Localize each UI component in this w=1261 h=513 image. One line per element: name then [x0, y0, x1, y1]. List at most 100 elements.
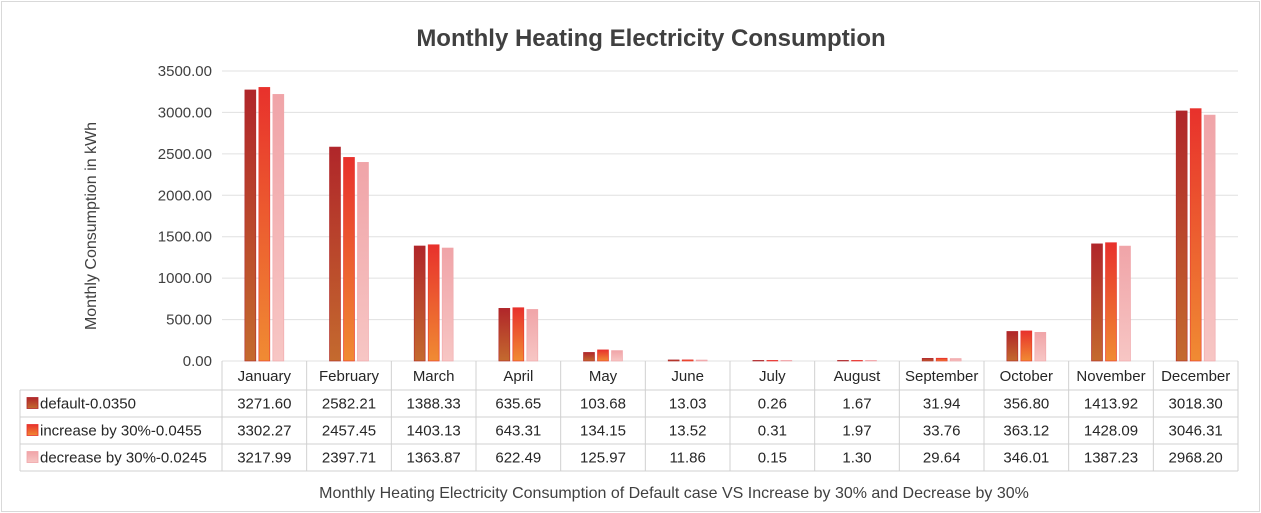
bar-july-series-2 — [766, 360, 779, 362]
data-label: 0.31 — [758, 423, 787, 440]
data-label: 33.76 — [923, 423, 961, 440]
data-label: 622.49 — [495, 450, 541, 467]
legend-swatch — [26, 424, 39, 436]
bar-may-series-1 — [583, 352, 595, 362]
data-label: 125.97 — [580, 450, 626, 467]
legend-label: increase by 30%-0.0455 — [40, 423, 202, 440]
data-label: 1387.23 — [1084, 450, 1138, 467]
data-label: 2968.20 — [1169, 450, 1223, 467]
data-label: 3046.31 — [1169, 423, 1223, 440]
bar-december-series-2 — [1189, 108, 1202, 362]
bar-october-series-1 — [1006, 331, 1019, 362]
data-label: 13.03 — [669, 396, 707, 413]
data-label: 3018.30 — [1169, 396, 1223, 413]
bar-july-series-1 — [752, 360, 765, 362]
data-label: 11.86 — [669, 450, 705, 467]
data-label: 1.67 — [842, 396, 871, 413]
bar-june-series-2 — [681, 359, 694, 362]
category-label: March — [413, 368, 455, 385]
bar-march-series-1 — [413, 245, 426, 362]
data-label: 1403.13 — [407, 423, 461, 440]
category-label: August — [834, 368, 882, 385]
data-label: 3302.27 — [237, 423, 291, 440]
data-label: 1428.09 — [1084, 423, 1138, 440]
y-tick-label: 3500.00 — [158, 63, 212, 80]
bar-april-series-3 — [526, 309, 539, 362]
bar-october-series-3 — [1034, 332, 1047, 362]
bar-january-series-2 — [258, 87, 271, 362]
bar-october-series-2 — [1020, 330, 1033, 362]
y-tick-label: 0.00 — [183, 353, 212, 370]
data-label: 2457.45 — [322, 423, 376, 440]
legend-label: default-0.0350 — [40, 396, 136, 413]
data-label: 0.26 — [758, 396, 787, 413]
bar-may-series-2 — [597, 349, 609, 362]
data-label: 31.94 — [923, 396, 961, 413]
data-label: 2397.71 — [322, 450, 376, 467]
category-label: April — [503, 368, 533, 385]
data-table: January February March April May June July Augu… — [19, 361, 1239, 472]
y-tick-label: 500.00 — [166, 312, 212, 329]
bar-september-series-3 — [949, 358, 962, 362]
x-axis-label: Monthly Heating Electricity Consumption … — [319, 485, 1029, 502]
category-label: September — [905, 368, 978, 385]
data-label: 29.64 — [923, 450, 961, 467]
bar-november-series-3 — [1119, 245, 1131, 362]
data-label: 635.65 — [495, 396, 541, 413]
data-label: 346.01 — [1003, 450, 1049, 467]
data-label: 1388.33 — [407, 396, 461, 413]
bar-november-series-1 — [1091, 243, 1103, 362]
data-label: 134.15 — [580, 423, 626, 440]
legend-label: decrease by 30%-0.0245 — [40, 450, 207, 467]
data-label: 1.97 — [842, 423, 871, 440]
chart-title: Monthly Heating Electricity Consumption — [416, 25, 885, 52]
bar-january-series-1 — [244, 89, 257, 362]
y-tick-label: 1000.00 — [158, 270, 212, 287]
data-label: 643.31 — [495, 423, 541, 440]
bar-august-series-3 — [865, 360, 877, 362]
data-label: 1363.87 — [407, 450, 461, 467]
bar-september-series-1 — [921, 358, 934, 362]
bar-march-series-3 — [441, 247, 454, 362]
bar-february-series-1 — [329, 146, 341, 362]
data-label: 3271.60 — [237, 396, 291, 413]
bar-june-series-3 — [695, 359, 708, 362]
data-label: 103.68 — [580, 396, 626, 413]
data-label: 13.52 — [669, 423, 707, 440]
y-tick-label: 2500.00 — [158, 146, 212, 163]
bar-february-series-3 — [357, 162, 369, 362]
category-label: November — [1076, 368, 1145, 385]
category-label: July — [759, 368, 786, 385]
category-label: January — [238, 368, 292, 385]
bar-july-series-3 — [780, 360, 793, 362]
bar-may-series-3 — [611, 350, 623, 362]
category-label: October — [1000, 368, 1053, 385]
y-axis-label: Monthly Consumption in kWh — [83, 122, 100, 330]
bar-january-series-3 — [272, 94, 285, 362]
category-label: May — [589, 368, 618, 385]
data-label: 1413.92 — [1084, 396, 1138, 413]
bar-march-series-2 — [427, 244, 440, 362]
data-label: 2582.21 — [322, 396, 376, 413]
data-label: 1.30 — [842, 450, 871, 467]
bar-september-series-2 — [935, 357, 948, 362]
bar-december-series-3 — [1203, 114, 1216, 362]
y-axis-ticks: 0.00 500.00 1000.00 1500.00 2000.00 2500.00 30… — [158, 63, 212, 370]
y-tick-label: 2000.00 — [158, 187, 212, 204]
y-tick-label: 1500.00 — [158, 229, 212, 246]
category-label: June — [671, 368, 704, 385]
category-label: February — [319, 368, 380, 385]
bar-december-series-1 — [1175, 110, 1188, 362]
bar-august-series-2 — [851, 360, 863, 362]
legend-swatch — [26, 397, 39, 409]
gridlines — [222, 70, 1238, 362]
data-label: 0.15 — [758, 450, 787, 467]
data-label: 3217.99 — [237, 450, 291, 467]
y-tick-label: 3000.00 — [158, 104, 212, 121]
data-label: 356.80 — [1003, 396, 1049, 413]
data-label: 363.12 — [1003, 423, 1049, 440]
category-label: December — [1161, 368, 1230, 385]
bars — [244, 87, 1216, 362]
bar-april-series-1 — [498, 308, 511, 362]
